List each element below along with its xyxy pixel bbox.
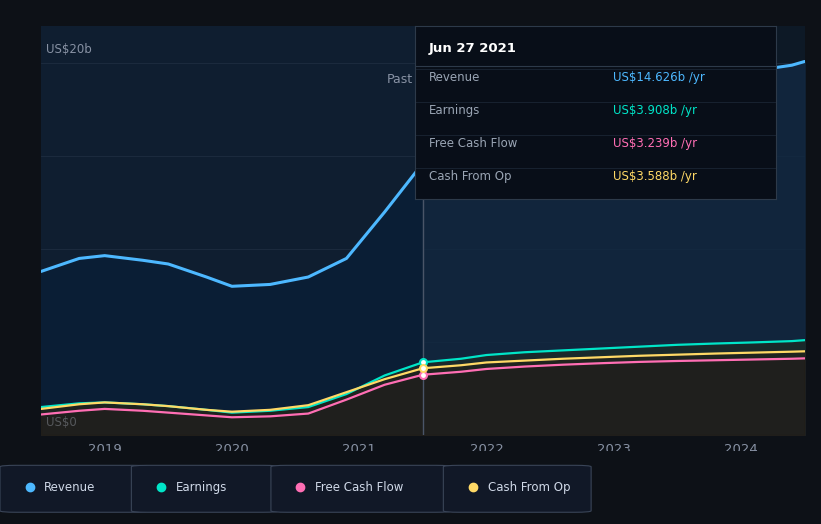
- Text: US$3.588b /yr: US$3.588b /yr: [613, 170, 697, 183]
- Text: Free Cash Flow: Free Cash Flow: [315, 481, 404, 494]
- Text: US$20b: US$20b: [46, 43, 92, 56]
- Text: Cash From Op: Cash From Op: [429, 170, 511, 183]
- Text: Analysts Forecasts: Analysts Forecasts: [433, 73, 549, 85]
- FancyBboxPatch shape: [0, 465, 148, 512]
- Text: US$3.908b /yr: US$3.908b /yr: [613, 104, 697, 117]
- FancyBboxPatch shape: [131, 465, 279, 512]
- Text: Cash From Op: Cash From Op: [488, 481, 570, 494]
- Text: Past: Past: [387, 73, 413, 85]
- Text: Revenue: Revenue: [44, 481, 96, 494]
- Text: Revenue: Revenue: [429, 71, 480, 84]
- Text: Free Cash Flow: Free Cash Flow: [429, 137, 517, 150]
- Text: Earnings: Earnings: [176, 481, 227, 494]
- Text: Jun 27 2021: Jun 27 2021: [429, 42, 517, 55]
- Text: US$14.626b /yr: US$14.626b /yr: [613, 71, 705, 84]
- Bar: [423, 26, 805, 435]
- Text: US$3.239b /yr: US$3.239b /yr: [613, 137, 697, 150]
- Text: US$0: US$0: [46, 417, 77, 429]
- FancyBboxPatch shape: [443, 465, 591, 512]
- Bar: [41, 26, 423, 435]
- Text: Earnings: Earnings: [429, 104, 480, 117]
- FancyBboxPatch shape: [271, 465, 452, 512]
